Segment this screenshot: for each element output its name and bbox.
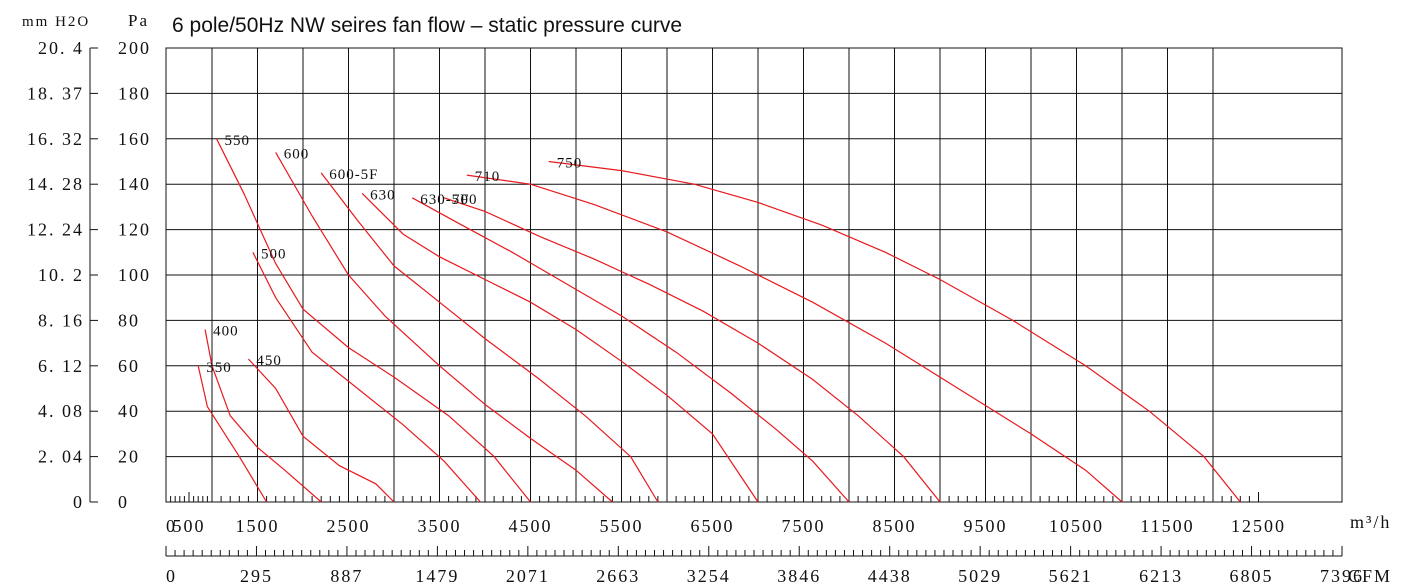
x-tick-label: 2500	[327, 516, 371, 536]
y2-tick-label: 8. 16	[38, 310, 84, 330]
x2-tick-label: 6805	[1230, 566, 1274, 585]
curves	[197, 138, 1241, 503]
x-tick-label: 5500	[600, 516, 644, 536]
x-tick-label: 11500	[1140, 516, 1194, 536]
x2-tick-label: 4438	[868, 566, 912, 585]
y2-tick-label: 0	[73, 492, 84, 512]
y-tick-label: 60	[118, 356, 140, 376]
x2-tick-label: 295	[240, 566, 273, 585]
chart-title: 6 pole/50Hz NW seires fan flow – static …	[172, 14, 682, 37]
y2-tick-label: 6. 12	[38, 356, 84, 376]
y-tick-label: 80	[118, 310, 140, 330]
curve-label-600-5F: 600-5F	[329, 167, 378, 183]
curve-label-700: 700	[452, 192, 478, 208]
x-tick-label: 8500	[873, 516, 917, 536]
x-tick-label: 3500	[418, 516, 462, 536]
x-tick-label: 7500	[782, 516, 826, 536]
curve-630	[361, 192, 759, 503]
y2-tick-label: 2. 04	[38, 447, 84, 467]
y-tick-label: 200	[118, 38, 151, 58]
x-tick-label: 6500	[691, 516, 735, 536]
x-axis-label: m³/h	[1350, 512, 1391, 532]
axes: 0 20 40 60 80 100 120 140 160 180 200 0 2. 04 4. 08 6.…	[27, 38, 1364, 585]
curve-600-5F	[320, 172, 659, 503]
curve-label-710: 710	[475, 169, 501, 185]
curve-label-400: 400	[213, 323, 239, 339]
y2-axis-label: mm H2O	[22, 14, 90, 30]
curve-350	[197, 365, 268, 503]
curve-label-500: 500	[261, 246, 287, 262]
x2-tick-label: 1479	[415, 566, 459, 585]
curve-600	[275, 152, 613, 503]
x2-tick-label: 3254	[687, 566, 731, 585]
curve-630-5F	[411, 197, 850, 503]
curve-700	[443, 197, 941, 503]
x2-tick-label: 7396	[1320, 566, 1364, 585]
x2-tick-label: 887	[330, 566, 363, 585]
curve-450	[247, 358, 395, 503]
y2-tick-label: 14. 28	[27, 174, 84, 194]
x-tick-label: 12500	[1231, 516, 1286, 536]
y-axis-label: Pa	[128, 11, 149, 30]
x-tick-label: 500	[173, 516, 206, 536]
y-tick-label: 160	[118, 129, 151, 149]
x2-tick-label: 3846	[777, 566, 821, 585]
x2-tick-label: 2663	[596, 566, 640, 585]
curve-label-450: 450	[256, 353, 282, 369]
curve-750	[548, 160, 1241, 503]
y-tick-label: 20	[118, 447, 140, 467]
y-tick-label: 0	[118, 492, 129, 512]
x-tick-label: 10500	[1049, 516, 1104, 536]
x2-tick-label: 5029	[958, 566, 1002, 585]
y-tick-label: 180	[118, 83, 151, 103]
curve-400	[204, 329, 322, 503]
curve-label-630: 630	[370, 187, 396, 203]
y-tick-label: 120	[118, 220, 151, 240]
curve-550	[216, 138, 531, 503]
plot-grid	[165, 47, 1343, 503]
x-tick-label: 0	[166, 516, 177, 536]
y2-tick-label: 10. 2	[38, 265, 84, 285]
y2-tick-label: 16. 32	[27, 129, 84, 149]
x-tick-label: 9500	[964, 516, 1008, 536]
x2-tick-label: 6213	[1139, 566, 1183, 585]
curve-label-550: 550	[225, 133, 251, 149]
y2-tick-label: 12. 24	[27, 220, 84, 240]
y2-tick-label: 4. 08	[38, 401, 84, 421]
y-tick-label: 140	[118, 174, 151, 194]
x2-tick-label: 0	[166, 566, 177, 585]
y2-tick-label: 20. 4	[38, 38, 84, 58]
curve-label-600: 600	[284, 146, 310, 162]
x-tick-label: 4500	[509, 516, 553, 536]
x2-tick-label: 5621	[1049, 566, 1093, 585]
y2-tick-label: 18. 37	[27, 83, 84, 103]
y-tick-label: 40	[118, 401, 140, 421]
curve-500	[252, 252, 481, 503]
y-tick-label: 100	[118, 265, 151, 285]
x2-axis-label: CFM	[1348, 566, 1392, 585]
curve-label-350: 350	[206, 360, 232, 376]
curve-710	[466, 174, 1123, 503]
x-tick-label: 1500	[236, 516, 280, 536]
curve-label-630-5F: 630-5F	[420, 192, 469, 208]
curve-label-750: 750	[557, 156, 583, 172]
x2-tick-label: 2071	[506, 566, 550, 585]
